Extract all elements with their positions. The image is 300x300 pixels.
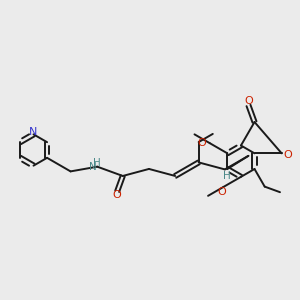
Text: O: O [113,190,122,200]
Text: O: O [197,138,206,148]
Text: H: H [93,158,101,167]
Text: N: N [29,127,38,137]
Text: O: O [283,150,292,160]
Text: O: O [244,96,253,106]
Text: H: H [223,171,230,182]
Text: O: O [218,187,226,197]
Text: N: N [89,162,97,172]
